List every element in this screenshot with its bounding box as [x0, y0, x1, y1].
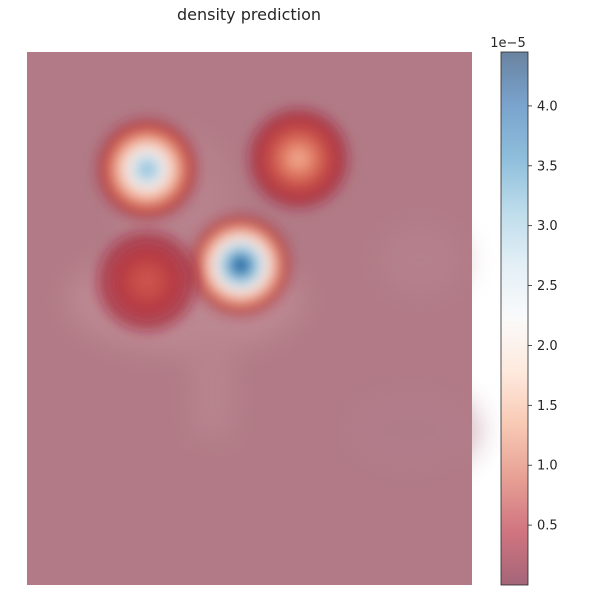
colorbar-tick-label: 4.0 — [537, 99, 558, 114]
colorbar-tick-label: 0.5 — [537, 519, 558, 534]
chart-title: density prediction — [177, 5, 321, 24]
density-hotspot — [97, 119, 198, 220]
density-hotspots — [97, 108, 349, 332]
colorbar: 1e−5 0.5 1.0 1.5 2.0 2.5 3.0 3.5 4.0 — [490, 36, 558, 586]
density-hotspot — [190, 215, 291, 316]
density-ring — [140, 163, 154, 176]
background-shape-right — [340, 385, 480, 475]
heatmap-panel — [27, 52, 480, 585]
colorbar-tick-label: 2.0 — [537, 339, 558, 354]
density-hotspot — [248, 108, 349, 209]
density-ring — [236, 260, 246, 270]
background-shape-right-top — [375, 220, 465, 300]
colorbar-ticks: 0.5 1.0 1.5 2.0 2.5 3.0 3.5 4.0 — [528, 99, 558, 534]
colorbar-tick-label: 3.5 — [537, 159, 558, 174]
colorbar-tick-label: 1.0 — [537, 459, 558, 474]
colorbar-tick-label: 1.5 — [537, 399, 558, 414]
background-shape-legs — [190, 330, 235, 440]
colorbar-tick-label: 2.5 — [537, 279, 558, 294]
colorbar-tick-label: 3.0 — [537, 219, 558, 234]
density-ring — [291, 151, 306, 167]
density-ring — [143, 277, 152, 286]
colorbar-fill — [501, 52, 528, 585]
colorbar-frame — [500, 51, 529, 586]
density-hotspot — [97, 231, 198, 332]
colorbar-offset-label: 1e−5 — [490, 36, 525, 51]
